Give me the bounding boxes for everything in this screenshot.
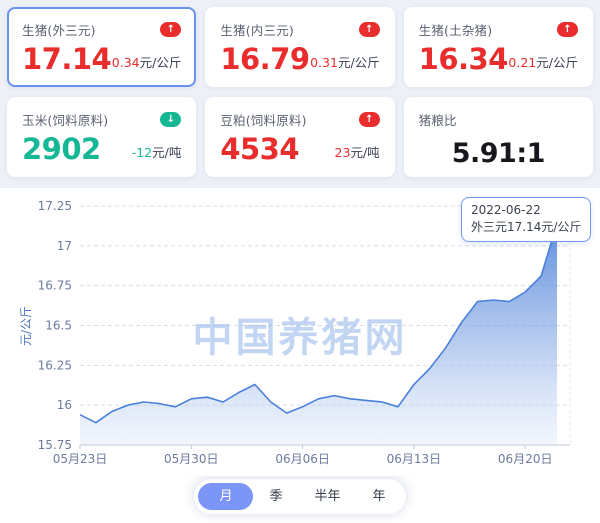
trend-up-arrow-icon: ↑ xyxy=(358,112,380,127)
change-amount: 0.31 xyxy=(310,55,338,70)
svg-text:05月30日: 05月30日 xyxy=(164,452,219,466)
card-pig-crossbred[interactable]: 生猪(土杂猪) ↑ 16.34 0.21元/公斤 xyxy=(403,7,593,87)
svg-text:16: 16 xyxy=(57,398,72,412)
svg-text:05月23日: 05月23日 xyxy=(53,452,108,466)
price-value: 16.34 xyxy=(418,42,509,76)
change-unit: 元/公斤 xyxy=(337,55,380,70)
card-label: 生猪(内三元) xyxy=(220,23,294,38)
change-amount: 0.34 xyxy=(111,55,140,70)
change-amount: 0.21 xyxy=(508,55,537,70)
price-change: 0.34元/公斤 xyxy=(112,52,182,74)
svg-text:17: 17 xyxy=(57,239,72,253)
card-label: 生猪(土杂猪) xyxy=(418,23,493,38)
change-unit: 元/吨 xyxy=(152,145,182,160)
card-corn-feed[interactable]: 玉米(饲料原料) ↓ 2902 -12元/吨 xyxy=(7,97,197,177)
svg-text:16.25: 16.25 xyxy=(38,358,72,372)
svg-text:元/公斤: 元/公斤 xyxy=(19,306,33,346)
price-change: 23元/吨 xyxy=(335,142,380,164)
tab-quarter[interactable]: 季 xyxy=(269,489,283,504)
svg-text:06月06日: 06月06日 xyxy=(275,452,330,466)
change-amount: 23 xyxy=(334,145,351,160)
svg-text:06月20日: 06月20日 xyxy=(498,452,553,466)
price-change: -12元/吨 xyxy=(132,142,182,164)
tab-half-year[interactable]: 半年 xyxy=(314,489,341,504)
price-value: 4534 xyxy=(220,132,300,166)
tooltip-value: 外三元17.14元/公斤 xyxy=(471,220,582,234)
price-value: 17.14 xyxy=(22,42,112,76)
change-amount: -12 xyxy=(131,145,153,160)
trend-up-arrow-icon: ↑ xyxy=(556,22,578,37)
trend-down-arrow-icon: ↓ xyxy=(160,112,182,127)
change-unit: 元/吨 xyxy=(350,145,380,160)
price-card-grid: 生猪(外三元) ↑ 17.14 0.34元/公斤 生猪(内三元) ↑ 16.79… xyxy=(0,0,600,188)
card-label: 生猪(外三元) xyxy=(22,23,96,38)
price-change: 0.21元/公斤 xyxy=(508,52,578,74)
svg-text:中国养猪网: 中国养猪网 xyxy=(193,315,408,361)
svg-text:17.25: 17.25 xyxy=(38,199,72,213)
svg-text:15.75: 15.75 xyxy=(38,438,72,452)
chart-tooltip: 2022-06-22 外三元17.14元/公斤 xyxy=(461,197,592,242)
svg-text:16.5: 16.5 xyxy=(45,319,72,333)
card-pig-inner-ternary[interactable]: 生猪(内三元) ↑ 16.79 0.31元/公斤 xyxy=(205,7,395,87)
price-trend-chart-area: 15.75 16 16.25 16.5 16.75 17 17.25 05月23日 05月30日… xyxy=(0,188,600,476)
card-label: 猪粮比 xyxy=(418,113,457,128)
period-tabs: 月 季 半年 年 xyxy=(194,479,406,514)
change-unit: 元/公斤 xyxy=(139,55,182,70)
price-value: 16.79 xyxy=(220,42,310,76)
card-label: 豆粕(饲料原料) xyxy=(220,113,307,128)
trend-up-arrow-icon: ↑ xyxy=(358,22,380,37)
card-pig-outer-ternary[interactable]: 生猪(外三元) ↑ 17.14 0.34元/公斤 xyxy=(7,7,197,87)
tooltip-date: 2022-06-22 xyxy=(471,203,541,217)
price-change: 0.31元/公斤 xyxy=(310,52,380,74)
card-soybean-meal-feed[interactable]: 豆粕(饲料原料) ↑ 4534 23元/吨 xyxy=(205,97,395,177)
tab-month[interactable]: 月 xyxy=(198,483,254,510)
card-label: 玉米(饲料原料) xyxy=(22,113,109,128)
trend-up-arrow-icon: ↑ xyxy=(160,22,182,37)
tab-year[interactable]: 年 xyxy=(372,489,386,504)
card-pig-grain-ratio[interactable]: 猪粮比 5.91:1 xyxy=(403,97,593,177)
svg-text:16.75: 16.75 xyxy=(38,279,72,293)
period-tabs-row: 月 季 半年 年 xyxy=(0,476,600,521)
ratio-value: 5.91:1 xyxy=(451,138,546,169)
change-unit: 元/公斤 xyxy=(536,55,578,70)
svg-text:06月13日: 06月13日 xyxy=(387,452,442,466)
price-value: 2902 xyxy=(22,132,101,166)
